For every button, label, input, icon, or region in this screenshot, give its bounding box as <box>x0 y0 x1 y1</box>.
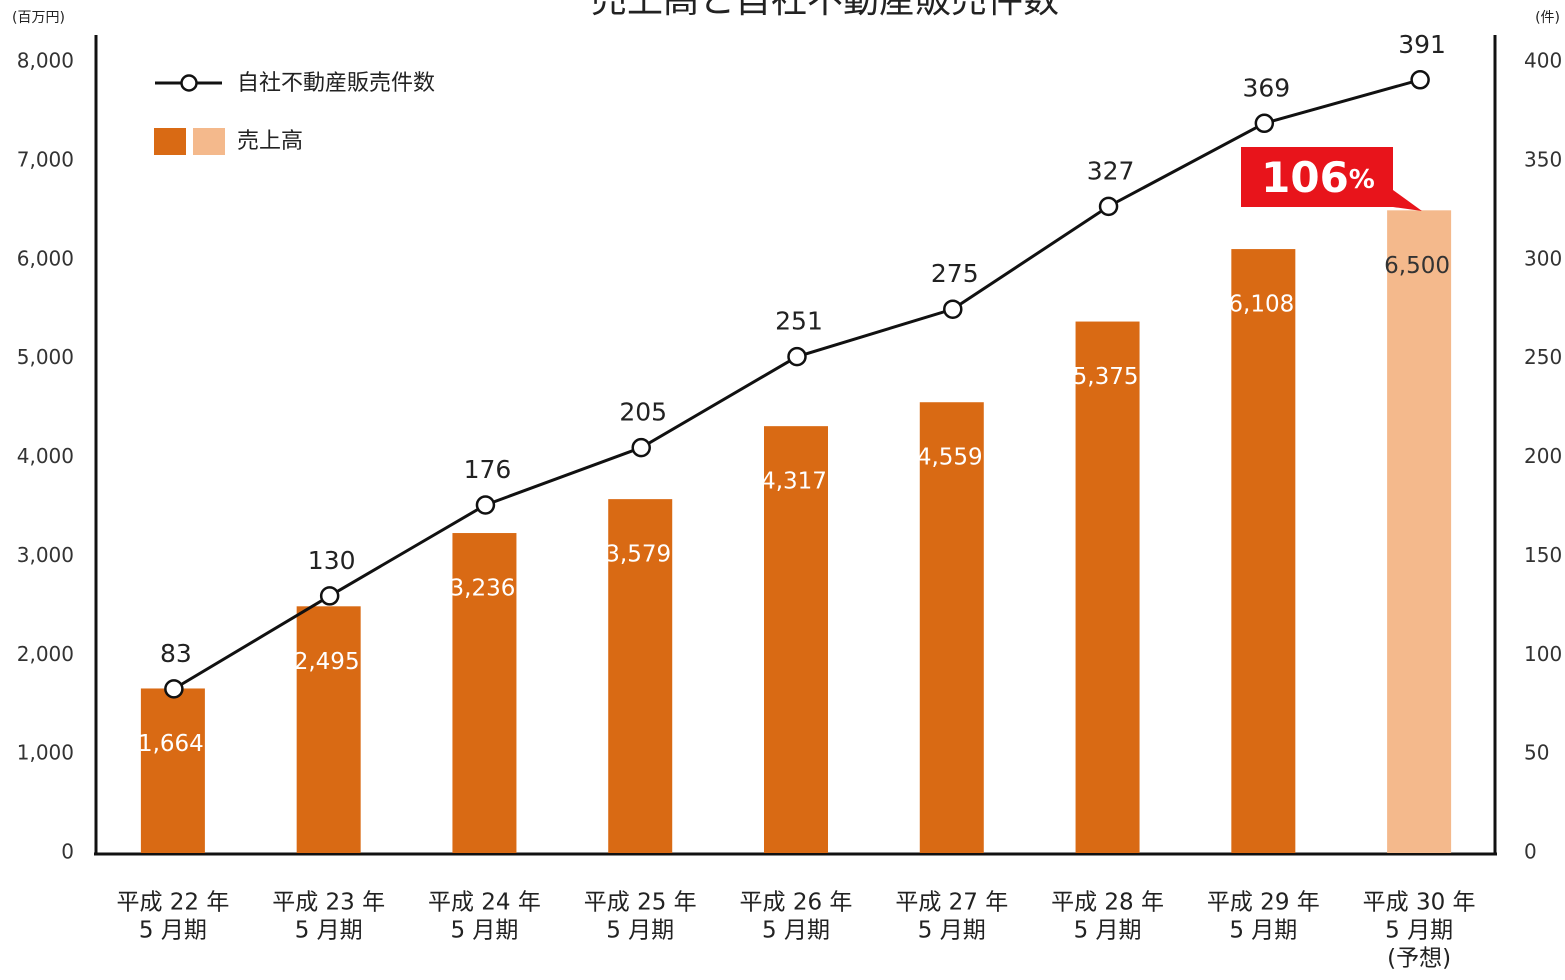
bar-value-label: 4,317 <box>761 469 827 495</box>
bar <box>608 499 673 853</box>
x-tick-label: 5 月期 <box>918 918 986 944</box>
y2-unit: (件) <box>1535 10 1560 26</box>
bar-value-label: 6,108 <box>1228 292 1294 318</box>
bar-value-label: 4,559 <box>917 445 983 471</box>
x-tick-label: 5 月期 <box>1385 918 1453 944</box>
bar <box>452 533 517 853</box>
bar <box>1075 321 1140 853</box>
line-marker <box>1254 113 1275 134</box>
x-tick-label: 平成 27 年 <box>895 890 1008 916</box>
y-tick-label: 3,000 <box>17 543 74 567</box>
line-value-label: 369 <box>1242 73 1290 102</box>
line-value-label: 176 <box>464 455 512 484</box>
legend-swatch <box>154 128 186 155</box>
y-tick-label: 8,000 <box>17 49 74 73</box>
x-tick-label: 5 月期 <box>606 918 674 944</box>
legend-swatch <box>193 128 225 155</box>
legend-label: 自社不動産販売件数 <box>237 71 435 96</box>
bar-value-label: 1,664 <box>138 731 204 757</box>
y2-tick-label: 300 <box>1524 246 1562 270</box>
x-tick-label: 平成 28 年 <box>1051 890 1164 916</box>
x-tick-label: 平成 25 年 <box>584 890 697 916</box>
x-tick-label: 平成 22 年 <box>116 890 229 916</box>
y2-tick-label: 100 <box>1524 642 1562 666</box>
y2-tick-label: 250 <box>1524 345 1562 369</box>
x-tick-label: 平成 29 年 <box>1207 890 1320 916</box>
bar <box>919 402 984 853</box>
x-tick-label: 5 月期 <box>1229 918 1297 944</box>
x-tick-label: 5 月期 <box>762 918 830 944</box>
y2-tick-label: 0 <box>1524 840 1537 864</box>
y2-tick-label: 350 <box>1524 147 1562 171</box>
x-tick-label: (予想) <box>1387 946 1451 972</box>
line-marker <box>943 299 963 319</box>
line-marker <box>475 495 496 515</box>
y-unit: (百万円) <box>12 10 65 26</box>
y2-tick-label: 200 <box>1524 444 1562 468</box>
bar-value-label: 3,236 <box>450 576 516 602</box>
y-tick-label: 0 <box>61 840 74 864</box>
bar-value-label: 2,495 <box>294 649 360 675</box>
x-tick-label: 平成 24 年 <box>428 890 541 916</box>
line-value-label: 251 <box>775 307 823 336</box>
bar-value-label: 5,375 <box>1073 364 1139 390</box>
callout-number: 106 <box>1261 153 1349 202</box>
x-tick-label: 5 月期 <box>1074 918 1142 944</box>
y-tick-label: 1,000 <box>17 741 74 765</box>
callout-text: 106% <box>1261 153 1375 202</box>
x-tick-label: 平成 26 年 <box>740 890 853 916</box>
y-tick-label: 5,000 <box>17 345 74 369</box>
line-value-label: 391 <box>1398 30 1446 59</box>
x-tick-label: 平成 23 年 <box>272 890 385 916</box>
y-tick-label: 2,000 <box>17 642 74 666</box>
legend-label: 売上高 <box>237 129 303 154</box>
bar-value-label: 3,579 <box>605 542 671 568</box>
x-tick-label: 平成 30 年 <box>1363 890 1476 916</box>
callout-box <box>1241 147 1422 211</box>
line-value-label: 205 <box>619 398 667 427</box>
line-marker <box>1098 196 1119 217</box>
y2-tick-label: 400 <box>1524 49 1562 73</box>
chart-title: 売上高と自社不動産販売件数 <box>591 0 1059 21</box>
y2-tick-label: 50 <box>1524 741 1549 765</box>
x-tick-label: 5 月期 <box>450 918 518 944</box>
line-value-label: 130 <box>308 546 356 575</box>
bar-value-label: 6,500 <box>1384 253 1450 279</box>
legend-marker <box>180 74 198 92</box>
y2-tick-label: 150 <box>1524 543 1562 567</box>
line-marker <box>164 679 184 699</box>
line-marker <box>1410 70 1430 90</box>
line-value-label: 83 <box>160 639 192 668</box>
bar <box>140 688 205 853</box>
x-tick-label: 5 月期 <box>295 918 363 944</box>
callout-unit: % <box>1349 165 1375 195</box>
x-tick-label: 5 月期 <box>139 918 207 944</box>
line-value-label: 327 <box>1087 156 1135 185</box>
y-tick-label: 7,000 <box>17 147 74 171</box>
y-tick-label: 4,000 <box>17 444 74 468</box>
line-marker <box>631 437 651 458</box>
line-marker <box>319 586 340 606</box>
bar <box>764 426 828 853</box>
bar <box>1231 249 1296 853</box>
line-marker <box>787 346 807 367</box>
bar <box>1387 210 1452 853</box>
bar <box>296 606 361 853</box>
y-tick-label: 6,000 <box>17 246 74 270</box>
line-value-label: 275 <box>931 259 979 288</box>
